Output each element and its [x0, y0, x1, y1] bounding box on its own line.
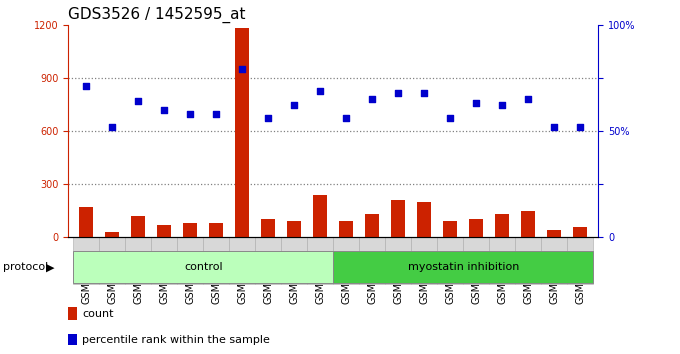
Bar — [261, 219, 275, 237]
Point — [107, 124, 118, 130]
Bar — [125, 237, 151, 284]
Point — [289, 103, 300, 108]
Bar — [443, 221, 458, 237]
Bar — [339, 221, 354, 237]
Point — [393, 90, 404, 96]
Point — [419, 90, 430, 96]
Bar — [99, 237, 125, 284]
Bar — [547, 230, 562, 237]
Point — [185, 111, 196, 117]
Bar — [313, 195, 327, 237]
Bar — [489, 237, 515, 284]
Bar — [229, 237, 255, 284]
Point — [575, 124, 585, 130]
Bar — [515, 237, 541, 284]
Point — [81, 84, 92, 89]
Bar — [333, 237, 359, 284]
Bar — [157, 225, 171, 237]
Bar — [183, 223, 197, 237]
Point — [262, 115, 273, 121]
Bar — [177, 237, 203, 284]
Point — [497, 103, 508, 108]
Text: myostatin inhibition: myostatin inhibition — [407, 262, 519, 272]
Bar — [541, 237, 567, 284]
Bar — [469, 219, 483, 237]
Text: GDS3526 / 1452595_at: GDS3526 / 1452595_at — [68, 7, 245, 23]
Bar — [73, 251, 333, 283]
Point — [237, 67, 248, 72]
Bar — [411, 237, 437, 284]
Bar — [417, 202, 431, 237]
Bar — [567, 237, 593, 284]
Point — [367, 96, 377, 102]
Bar — [463, 237, 489, 284]
Point — [211, 111, 222, 117]
Text: ▶: ▶ — [46, 262, 54, 272]
Bar — [359, 237, 385, 284]
Bar — [203, 237, 229, 284]
Bar — [391, 200, 405, 237]
Point — [471, 101, 481, 106]
Point — [341, 115, 352, 121]
Text: protocol: protocol — [3, 262, 48, 272]
Bar — [209, 223, 223, 237]
Point — [315, 88, 326, 93]
Bar — [437, 237, 463, 284]
Bar — [385, 237, 411, 284]
Point — [523, 96, 534, 102]
Bar — [365, 214, 379, 237]
Bar — [521, 211, 535, 237]
Text: percentile rank within the sample: percentile rank within the sample — [82, 335, 270, 345]
Bar — [151, 237, 177, 284]
Bar — [131, 216, 146, 237]
Bar — [105, 232, 120, 237]
Point — [445, 115, 456, 121]
Bar — [495, 214, 509, 237]
Bar — [333, 251, 593, 283]
Bar — [79, 207, 93, 237]
Point — [158, 107, 169, 113]
Bar — [287, 221, 301, 237]
Bar — [235, 28, 250, 237]
Bar — [282, 237, 307, 284]
Text: control: control — [184, 262, 222, 272]
Point — [549, 124, 560, 130]
Point — [133, 98, 143, 104]
Bar — [73, 237, 99, 284]
Bar — [573, 227, 588, 237]
Text: count: count — [82, 309, 114, 319]
Bar — [255, 237, 282, 284]
Bar — [307, 237, 333, 284]
